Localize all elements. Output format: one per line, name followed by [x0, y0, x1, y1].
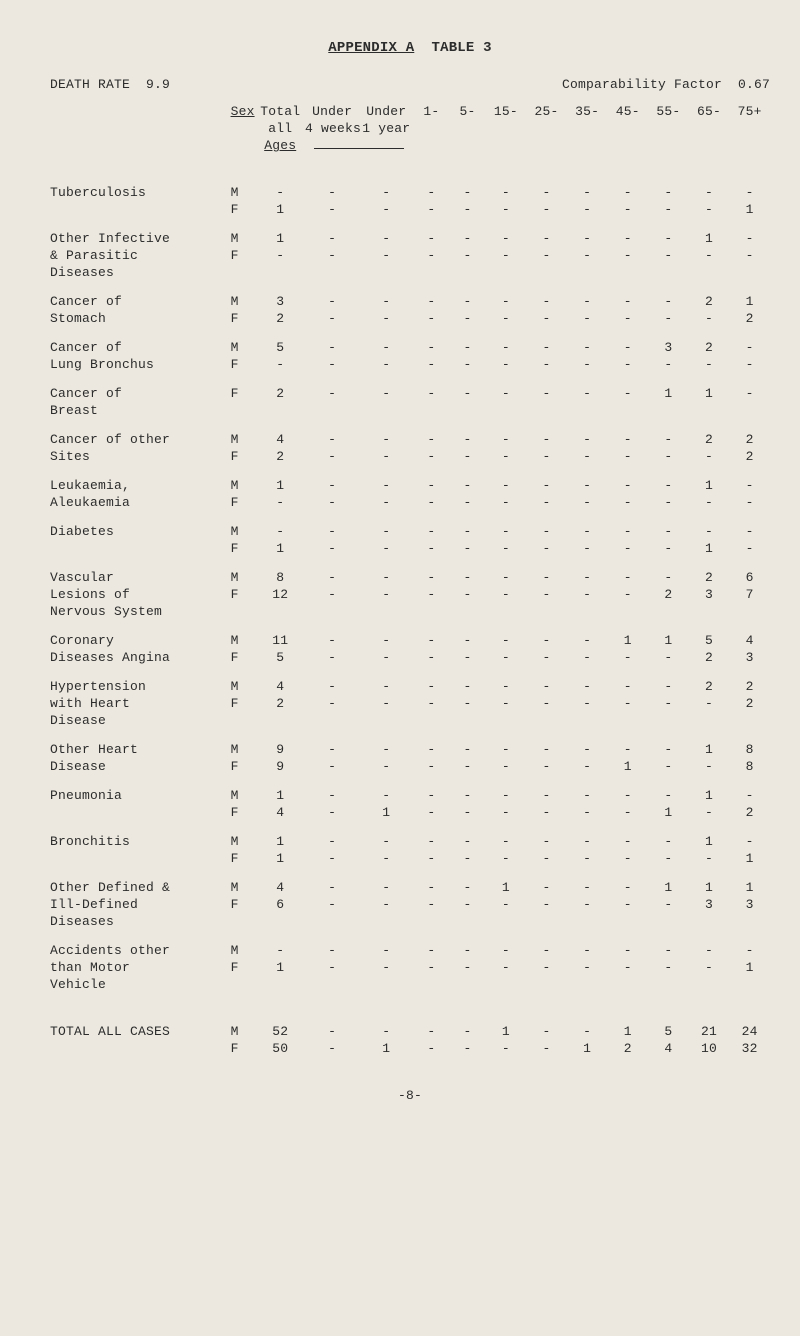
row-accidents-f: than MotorF 1 -- --------1 [50, 960, 770, 977]
row-cancer-lung-m: Cancer ofM 5 -- ------32- [50, 340, 770, 357]
row-other-infective-f: & ParasiticF - -- --------- [50, 248, 770, 265]
col-45: 45- [607, 104, 648, 121]
row-coronary-f: Diseases AnginaF 5 -- -------23 [50, 650, 770, 667]
row-total-f: F 50 -1 ----1241032 [50, 1041, 770, 1058]
row-bronchitis-f: F 1 -- --------1 [50, 851, 770, 868]
row-pneumonia-f: F 4 -1 ------1-2 [50, 805, 770, 822]
header-row: DEATH RATE 9.9 Comparability Factor 0.67 [50, 77, 770, 93]
row-pneumonia-m: PneumoniaM 1 -- -------1- [50, 788, 770, 805]
col-underw-1: Under [305, 104, 359, 121]
row-cancer-stomach-m: Cancer ofM 3 -- -------21 [50, 294, 770, 311]
row-cancer-other-m: Cancer of otherM 4 -- -------22 [50, 432, 770, 449]
page-number: -8- [50, 1088, 770, 1104]
row-other-infective-m: Other InfectiveM 1 -- -------1- [50, 231, 770, 248]
row-leukaemia-m: Leukaemia,M 1 -- -------1- [50, 478, 770, 495]
row-accidents-m: Accidents otherM - -- --------- [50, 943, 770, 960]
col-35: 35- [567, 104, 608, 121]
col-75: 75+ [729, 104, 770, 121]
row-tuberculosis-m: TuberculosisM - -- --------- [50, 185, 770, 202]
col-15: 15- [486, 104, 527, 121]
title-appendix: APPENDIX A [328, 40, 414, 56]
col-5: 5- [449, 104, 485, 121]
row-cancer-stomach-f: StomachF 2 -- --------2 [50, 311, 770, 328]
col-header-row-3: Ages [50, 138, 770, 155]
row-hypertension-f: with HeartF 2 -- --------2 [50, 696, 770, 713]
row-tuberculosis-f: F 1 -- --------1 [50, 202, 770, 219]
row-diabetes-m: DiabetesM - -- --------- [50, 524, 770, 541]
col-25: 25- [526, 104, 567, 121]
row-cancer-lung-f: Lung BronchusF - -- --------- [50, 357, 770, 374]
row-other-heart-m: Other HeartM 9 -- -------18 [50, 742, 770, 759]
col-65: 65- [689, 104, 730, 121]
row-cancer-other-f: SitesF 2 -- --------2 [50, 449, 770, 466]
row-hypertension-m: HypertensionM 4 -- -------22 [50, 679, 770, 696]
col-55: 55- [648, 104, 689, 121]
row-cancer-breast-f: Cancer ofF 2 -- ------11- [50, 386, 770, 403]
col-header-row-2: all 4 weeks 1 year [50, 121, 770, 138]
row-vascular-m: VascularM 8 -- -------26 [50, 570, 770, 587]
col-total-1: Total [255, 104, 305, 121]
page-title: APPENDIX A TABLE 3 [50, 40, 770, 57]
row-vascular-f: Lesions ofF 12 -- ------237 [50, 587, 770, 604]
col-1: 1- [413, 104, 449, 121]
row-diabetes-f: F 1 -- -------1- [50, 541, 770, 558]
death-rate: DEATH RATE 9.9 [50, 77, 170, 93]
col-sex: Sex [231, 104, 255, 119]
row-bronchitis-m: BronchitisM 1 -- -------1- [50, 834, 770, 851]
death-rate-table: Sex Total Under Under 1- 5- 15- 25- 35- … [50, 104, 770, 1058]
row-coronary-m: CoronaryM 11 -- -----1154 [50, 633, 770, 650]
row-other-defined-f: Ill-DefinedF 6 -- -------33 [50, 897, 770, 914]
row-other-defined-m: Other Defined &M 4 -- --1---111 [50, 880, 770, 897]
comparability: Comparability Factor 0.67 [562, 77, 770, 93]
col-header-row-1: Sex Total Under Under 1- 5- 15- 25- 35- … [50, 104, 770, 121]
row-leukaemia-f: AleukaemiaF - -- --------- [50, 495, 770, 512]
row-total-m: TOTAL ALL CASESM 52 -- --1--152124 [50, 1024, 770, 1041]
col-undery-1: Under [359, 104, 413, 121]
title-table-no: TABLE 3 [432, 40, 492, 56]
row-other-heart-f: DiseaseF 9 -- -----1--8 [50, 759, 770, 776]
